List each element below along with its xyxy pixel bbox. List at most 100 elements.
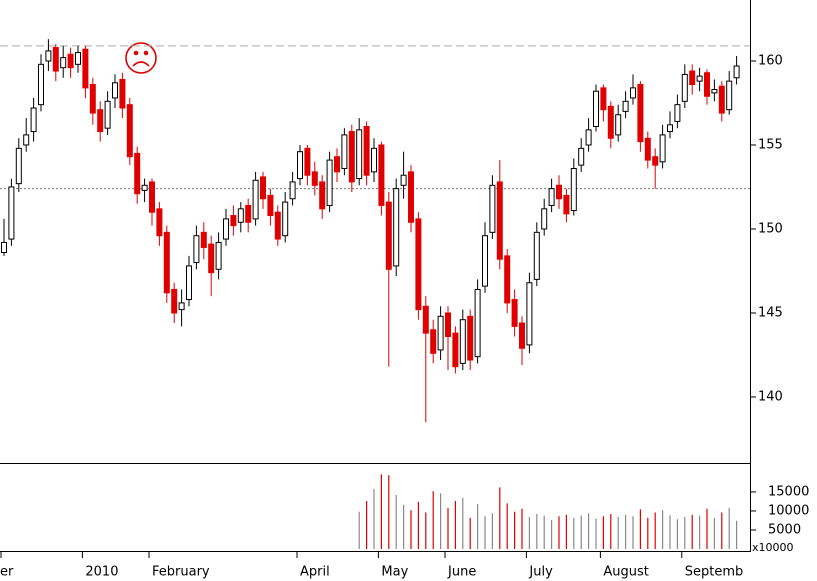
candle-body <box>104 100 111 129</box>
candle-body <box>356 129 363 180</box>
candle-body <box>607 105 614 139</box>
candle-body <box>445 312 451 337</box>
candle-body <box>215 241 222 270</box>
candle-body <box>385 201 392 270</box>
candle-body <box>82 48 89 89</box>
candle-body <box>637 84 644 143</box>
candle-body <box>548 188 555 206</box>
volume-y-tick-label: 15000 <box>768 484 809 499</box>
candle-body <box>681 73 688 102</box>
y-tick-label: 160 <box>758 53 783 68</box>
candle-body <box>430 329 437 354</box>
candle-body <box>667 124 673 133</box>
candle-body <box>408 171 414 223</box>
candle-body <box>252 179 259 220</box>
x-tick-label: July <box>528 565 553 580</box>
candle-body <box>200 231 207 248</box>
x-tick-label: February <box>152 565 210 580</box>
candle-body <box>593 90 599 128</box>
volume-y-tick-label: 5000 <box>768 522 801 537</box>
candle-body <box>726 80 733 111</box>
y-tick-label: 150 <box>758 221 783 236</box>
x-tick-label: May <box>381 565 408 580</box>
candle-body <box>704 72 710 97</box>
x-tick-label: April <box>300 565 330 580</box>
candle-body <box>178 302 185 311</box>
candle-body <box>474 288 481 358</box>
candle-body <box>208 243 215 274</box>
candle-body <box>45 50 52 62</box>
candle-body <box>452 332 459 368</box>
candle-body <box>526 282 533 346</box>
candle-body <box>230 215 237 227</box>
candle-body <box>570 168 577 212</box>
sad-face-icon <box>125 42 157 74</box>
candle-body <box>319 181 326 210</box>
candle-body <box>67 53 74 69</box>
candle-body <box>622 100 629 112</box>
candle-body <box>533 231 540 280</box>
candle-body <box>134 152 141 195</box>
candle-body <box>578 147 585 166</box>
candle-body <box>274 211 281 240</box>
candle-body <box>282 201 289 237</box>
volume-y-tick-label: 10000 <box>768 503 809 518</box>
candle-body <box>371 147 377 173</box>
candle-body <box>541 208 548 230</box>
candle-body <box>297 151 303 180</box>
candle-body <box>141 184 148 191</box>
candle-body <box>652 156 659 166</box>
candle-body <box>52 47 59 72</box>
candle-body <box>378 144 385 206</box>
candle-body <box>163 231 170 294</box>
candle-body <box>504 255 511 304</box>
candle-body <box>422 305 429 334</box>
x-tick-label: er <box>0 565 14 580</box>
candle-body <box>326 159 333 206</box>
candle-body <box>193 235 200 264</box>
candle-body <box>223 218 229 240</box>
candle-body <box>711 89 718 94</box>
candle-body <box>334 156 340 173</box>
candle-body <box>674 104 681 122</box>
candle-body <box>75 52 81 65</box>
candle-body <box>171 288 178 314</box>
candle-body <box>237 208 244 223</box>
candle-body <box>519 322 525 349</box>
candle-body <box>615 114 622 136</box>
candle-body <box>112 82 118 99</box>
candle-body <box>585 129 592 146</box>
candle-body <box>8 186 15 240</box>
candle-body <box>15 147 22 185</box>
candle-body <box>23 134 30 146</box>
candle-body <box>400 174 407 186</box>
candle-body <box>186 265 192 301</box>
candle-body <box>563 194 570 215</box>
candle-body <box>600 87 607 111</box>
candle-body <box>459 319 466 364</box>
candle-body <box>496 181 503 260</box>
y-tick-label: 140 <box>758 389 783 404</box>
candle-body <box>696 75 703 82</box>
candle-body <box>304 147 311 176</box>
volume-unit-label: x10000 <box>752 541 794 554</box>
candle-body <box>644 137 651 161</box>
candle-body <box>437 315 444 351</box>
candle-body <box>245 204 252 223</box>
candle-body <box>689 70 696 86</box>
candle-body <box>260 176 266 200</box>
candle-body <box>311 171 318 186</box>
candle-body <box>630 87 636 99</box>
candle-body <box>341 134 348 170</box>
candle-body <box>348 131 355 183</box>
candle-body <box>467 315 474 361</box>
candle-body <box>415 218 422 311</box>
candle-body <box>659 134 666 163</box>
candle-body <box>149 181 155 213</box>
y-tick-label: 145 <box>758 305 783 320</box>
candle-body <box>119 78 126 109</box>
candle-body <box>126 104 133 158</box>
x-tick-label: Septemb <box>685 565 744 580</box>
candle-body <box>38 63 44 106</box>
